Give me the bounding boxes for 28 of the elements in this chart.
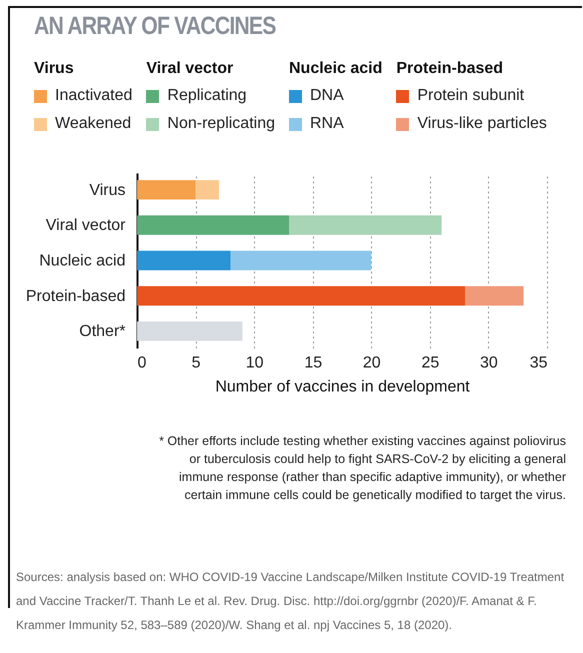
legend-label: Weakened [55,115,132,133]
text: Protein-based [396,60,504,79]
text: Nucleic acid [289,60,382,79]
x-tick-label: 5 [192,354,201,372]
legend-label: RNA [310,115,344,133]
x-tick-label: 15 [304,354,322,372]
x-tick-label: 35 [530,354,548,372]
legend-label: Protein subunit [417,87,524,105]
y-tick-label: Virus [89,182,126,199]
legend-label: Non-replicating [167,115,275,133]
legend-label: DNA [310,87,344,105]
x-tick-label: 10 [246,354,264,372]
text: Viral vector [146,60,234,79]
x-tick-label: 0 [138,354,146,372]
text: * Other efforts include testing whether existing vaccines against poliovirus or tuberculosis could help to fight SARS-CoV-2 by eliciting a general immune response (rather than specific adaptive immunity), or whether certain immune cells could be genetically modified to target the virus. [158,433,566,504]
legend-label: Inactivated [55,87,132,105]
legend-label: Replicating [167,87,247,105]
y-tick-label: Nucleic acid [39,252,126,270]
y-tick-label: Viral vector [46,217,126,234]
y-tick-label: Other* [79,323,126,340]
x-tick-label: 25 [421,354,440,372]
legend-label: Virus-like particles [417,115,547,133]
source-note: Sources: analysis based on: WHO COVID-19 Vaccine Landscape/Milken Institute COVID-19 Treatment and Vaccine Tracker/T. Thanh Le et al. Rev. Drug. Disc. http://doi.org/ggrnbr (2020)/F. Amanat & F. Krammer Immunity 52, 583–589 (2020)/W. Shang et al. npj Vaccines 5, 18 (2020). [16,569,566,634]
x-tick-label: 20 [362,354,381,372]
y-tick-label: Protein-based [26,288,126,305]
x-axis-title: Number of vaccines in development [215,378,470,396]
chart-title: AN ARRAY OF VACCINES [34,12,276,41]
x-tick-label: 30 [480,354,498,372]
